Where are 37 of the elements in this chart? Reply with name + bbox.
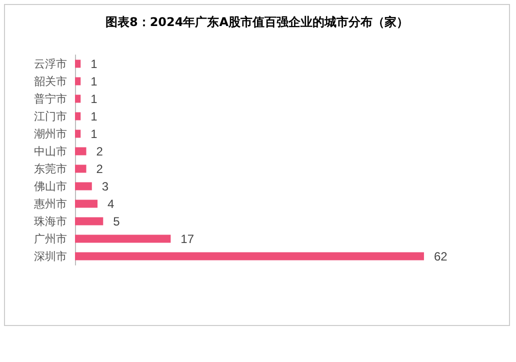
y-tick-label: 中山市: [34, 144, 67, 158]
bar: [75, 130, 81, 138]
chart-title: 图表8：2024年广东A股市值百强企业的城市分布（家）: [105, 15, 409, 29]
bar: [75, 77, 81, 86]
bar: [75, 60, 81, 68]
bar: [75, 252, 424, 260]
y-tick-label: 韶关市: [34, 74, 67, 88]
data-label: 3: [102, 179, 109, 194]
bar: [75, 112, 81, 120]
bar: [75, 94, 81, 103]
bar: [75, 234, 171, 243]
data-label: 1: [90, 92, 98, 106]
y-tick-label: 云浮市: [34, 57, 67, 70]
data-label: 1: [90, 126, 98, 141]
bar: [75, 182, 92, 190]
bar: [75, 147, 86, 156]
y-tick-label: 广州市: [34, 232, 67, 246]
y-tick-label: 珠海市: [34, 214, 67, 228]
y-tick-label: 惠州市: [33, 197, 67, 210]
bar: [75, 217, 104, 226]
y-tick-label: 佛山市: [34, 180, 67, 193]
data-label: 2: [96, 162, 104, 176]
bar: [75, 164, 86, 173]
y-tick-label: 潮州市: [34, 127, 67, 140]
bar: [75, 200, 98, 208]
data-label: 1: [90, 56, 98, 71]
data-label: 1: [90, 74, 98, 88]
data-label: 5: [113, 214, 120, 228]
data-label: 62: [434, 249, 448, 264]
y-tick-label: 深圳市: [34, 250, 67, 263]
data-label: 4: [108, 196, 115, 211]
data-label: 1: [90, 109, 98, 124]
y-tick-label: 东莞市: [34, 162, 67, 176]
y-tick-label: 普宁市: [34, 92, 67, 106]
data-label: 17: [180, 232, 194, 246]
data-label: 2: [96, 144, 104, 158]
y-tick-label: 江门市: [34, 110, 67, 123]
